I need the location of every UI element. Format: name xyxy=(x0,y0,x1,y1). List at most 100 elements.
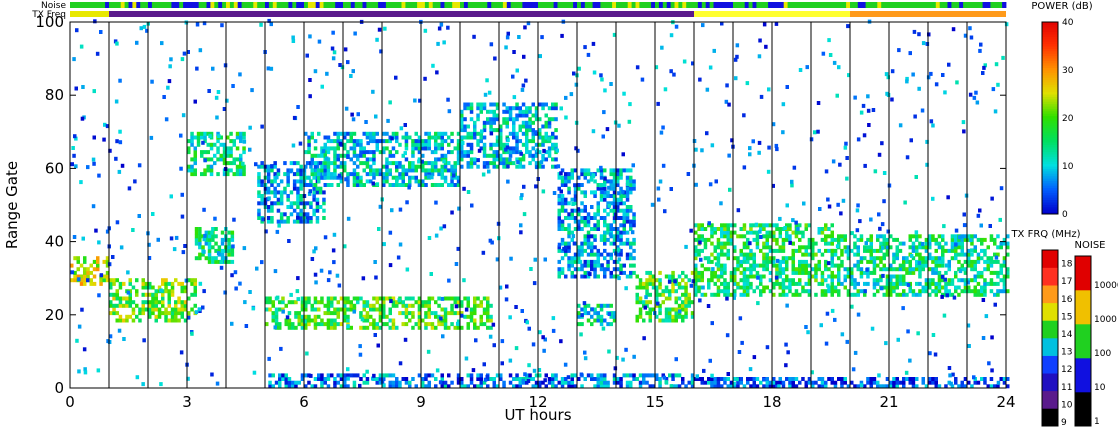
data-cell xyxy=(606,230,610,235)
data-cell xyxy=(645,300,649,305)
noise-segment xyxy=(873,2,878,8)
data-cell xyxy=(596,186,600,191)
data-cell xyxy=(356,157,360,162)
data-cell xyxy=(593,179,597,184)
noise-segment xyxy=(124,2,129,8)
data-cell xyxy=(600,190,604,194)
data-cell xyxy=(424,139,428,144)
data-cell xyxy=(230,248,235,253)
data-cell xyxy=(234,286,238,291)
data-cell xyxy=(567,241,571,246)
data-cell xyxy=(430,150,435,155)
data-cell xyxy=(710,274,714,279)
data-cell xyxy=(993,384,997,389)
data-cell xyxy=(424,314,428,319)
data-cell xyxy=(447,142,451,147)
data-cell xyxy=(476,164,480,169)
data-cell xyxy=(204,237,209,242)
data-cell xyxy=(74,164,78,169)
power-colorbar-step xyxy=(1042,202,1058,205)
data-cell xyxy=(220,256,225,261)
data-cell xyxy=(391,131,396,136)
data-cell xyxy=(309,219,313,224)
data-cell xyxy=(739,377,743,381)
data-cell xyxy=(570,259,574,264)
data-cell xyxy=(733,256,737,261)
power-colorbar-step xyxy=(1042,65,1058,69)
data-cell xyxy=(619,270,623,275)
data-cell xyxy=(725,333,730,338)
data-cell xyxy=(687,380,691,385)
data-cell xyxy=(73,134,77,139)
data-cell xyxy=(333,307,337,312)
data-cell xyxy=(739,278,743,283)
data-cell xyxy=(551,117,555,122)
data-cell xyxy=(694,285,698,290)
data-cell xyxy=(869,245,873,250)
data-cell xyxy=(443,179,448,184)
data-cell xyxy=(174,235,179,240)
data-cell xyxy=(603,183,607,187)
data-cell xyxy=(268,384,272,389)
data-cell xyxy=(417,142,422,147)
data-cell xyxy=(586,179,591,184)
data-cell xyxy=(417,159,421,164)
data-cell xyxy=(352,150,357,155)
data-cell xyxy=(453,183,457,187)
data-cell xyxy=(450,179,454,184)
data-cell xyxy=(307,322,311,327)
data-cell xyxy=(967,248,971,253)
data-cell xyxy=(590,172,594,177)
data-cell xyxy=(863,281,867,286)
data-cell xyxy=(466,106,470,111)
data-cell xyxy=(570,373,574,378)
data-cell xyxy=(174,307,178,312)
data-cell xyxy=(450,168,454,173)
data-cell xyxy=(504,147,508,152)
data-cell xyxy=(983,267,987,272)
data-cell xyxy=(733,270,737,275)
data-cell xyxy=(180,311,184,316)
data-cell xyxy=(1002,285,1007,290)
power-colorbar-step xyxy=(1042,204,1058,208)
data-cell xyxy=(323,172,327,177)
data-cell xyxy=(557,197,561,202)
data-cell xyxy=(580,313,584,318)
data-cell xyxy=(599,73,603,78)
data-cell xyxy=(564,377,568,381)
data-cell xyxy=(439,226,443,231)
data-cell xyxy=(450,307,454,312)
data-cell xyxy=(765,234,769,239)
data-cell xyxy=(609,311,613,316)
data-cell xyxy=(924,278,929,283)
data-cell xyxy=(313,164,318,169)
data-cell xyxy=(735,54,739,59)
data-cell xyxy=(131,311,136,316)
noise-segment xyxy=(444,2,449,8)
data-cell xyxy=(356,142,360,147)
data-cell xyxy=(892,274,896,279)
data-cell xyxy=(957,237,961,242)
data-cell xyxy=(994,255,999,260)
data-cell xyxy=(742,384,747,389)
data-cell xyxy=(531,102,535,107)
data-cell xyxy=(375,147,379,152)
data-cell xyxy=(619,237,623,242)
data-cell xyxy=(621,189,625,194)
noise-segment xyxy=(928,2,933,8)
data-cell xyxy=(830,274,834,279)
data-cell xyxy=(157,311,162,316)
data-cell xyxy=(736,208,741,213)
data-cell xyxy=(495,373,500,378)
data-cell xyxy=(439,22,444,27)
data-cell xyxy=(950,234,955,239)
data-cell xyxy=(307,135,311,140)
data-cell xyxy=(557,223,561,228)
data-cell xyxy=(266,208,271,213)
data-cell xyxy=(924,259,929,264)
data-cell xyxy=(593,311,597,316)
data-cell xyxy=(404,146,409,151)
data-cell xyxy=(481,172,486,177)
data-cell xyxy=(954,380,958,385)
data-cell xyxy=(766,169,771,174)
